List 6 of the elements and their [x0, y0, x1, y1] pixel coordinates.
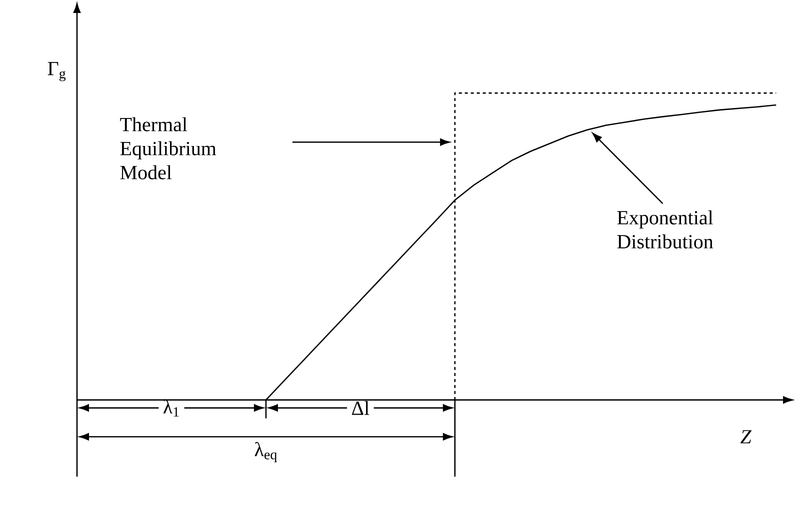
annotation: Exponential Distribution [617, 210, 714, 248]
text: Δl [352, 400, 370, 415]
x-axis-title: Z [740, 430, 752, 444]
annotation: Thermal Equilibrium Model [120, 117, 216, 180]
y-axis-title: Γ$_{g}$ [48, 62, 66, 82]
text: λ$_{eq}$ [254, 442, 277, 462]
